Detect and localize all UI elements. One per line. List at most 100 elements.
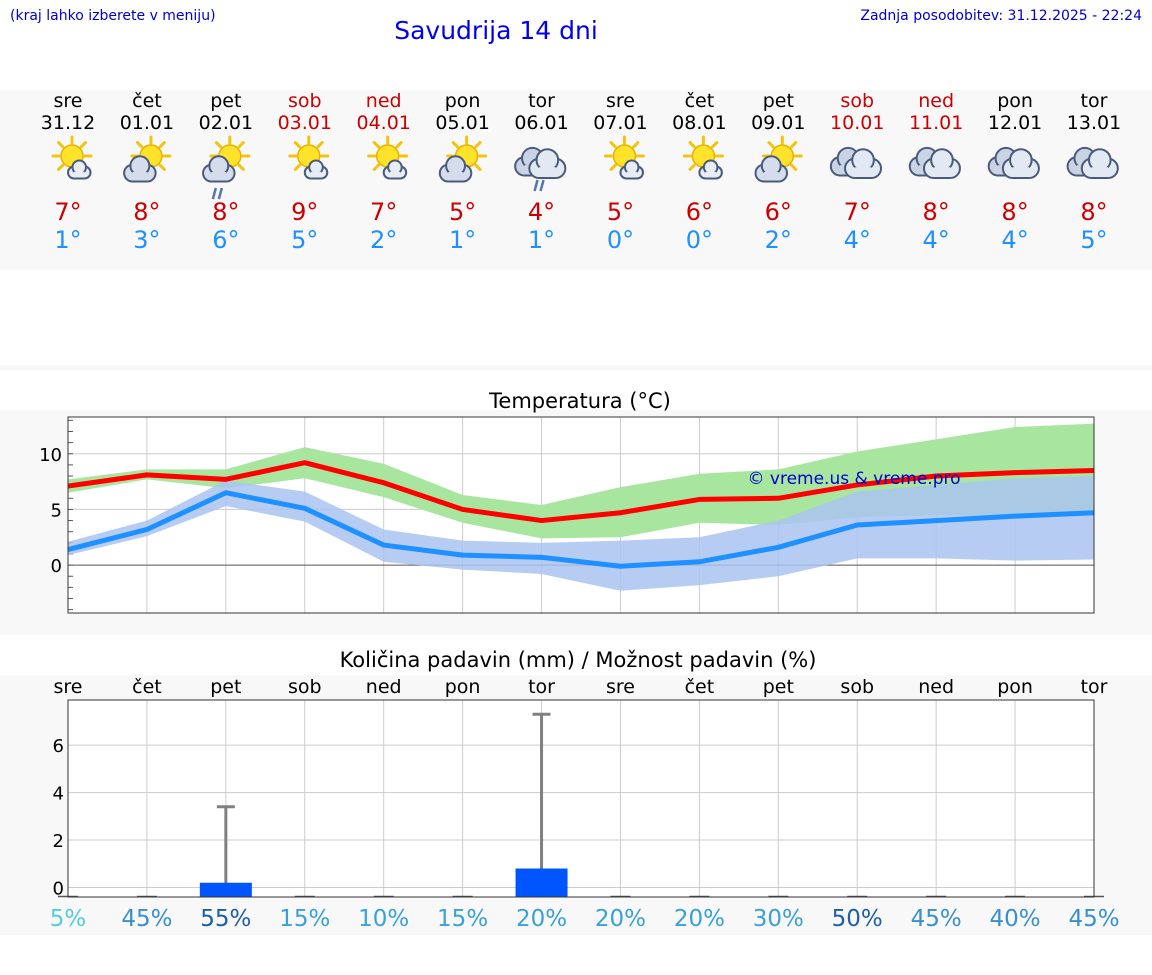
last-updated: Zadnja posodobitev: 31.12.2025 - 22:24 [860,8,1142,24]
temp-max: 7° [370,198,397,226]
day-date: 01.01 [120,112,174,134]
precip-day-label: čet [685,676,715,698]
day-date: 11.01 [909,112,963,134]
min-temp-band [68,476,1094,591]
cloudy-icon [829,146,883,180]
partly-sunny-icon [367,135,409,180]
sun-ray [474,141,482,149]
rain-drop [539,179,545,192]
sun-cloud-icon [754,135,803,183]
day-date: 13.01 [1067,112,1121,134]
temp-max: 8° [1080,198,1107,226]
temperature-title: Temperatura (°C) [488,389,671,413]
sun-ray [395,141,403,149]
precip-probability: 20% [516,906,567,932]
sun-ray [474,163,482,171]
cloud-shape [528,148,567,180]
sun-ray [293,141,302,149]
temp-max: 5° [607,198,634,226]
cloud-shape [1080,148,1119,180]
day-date: 07.01 [593,112,647,134]
temp-min: 0° [686,226,713,254]
day-name: ned [366,90,402,112]
temp-min: 5° [291,226,318,254]
sun-ray [711,141,719,149]
watermark-text: © vreme.us & vreme.pro [747,469,960,489]
day-date: 06.01 [514,112,568,134]
temp-max: 8° [923,198,950,226]
precip-probability: 45% [121,906,172,932]
sun-ray [293,163,302,171]
cloudy-icon [1066,146,1119,180]
temp-max: 7° [54,198,81,226]
day-name: ned [918,90,954,112]
y-tick-label: 0 [53,879,64,900]
precip-day-label: pet [210,676,241,698]
day-date: 05.01 [435,112,489,134]
menu-hint: (kraj lahko izberete v meniju) [10,8,216,24]
sun-ray [57,163,65,171]
precip-probability: 55% [200,906,251,932]
sun-ray [372,141,380,149]
temp-max: 8° [1001,198,1028,226]
day-name: pet [210,90,241,112]
day-name: sre [606,90,635,112]
precip-bar [515,868,568,897]
partly-sunny-icon [603,135,645,180]
sun-ray [237,141,245,149]
cloud-shape [1001,148,1040,180]
precipitation-plot-area [68,700,1094,897]
day-date: 12.01 [988,112,1042,134]
min-temp-line [67,490,1095,569]
temp-min: 4° [844,226,871,254]
partly-sunny-icon [288,135,330,180]
precip-probability: 30% [753,906,804,932]
temp-min: 6° [212,226,239,254]
cloud-shape [66,159,92,180]
temperature-plot-frame [67,416,1095,614]
temp-max: 6° [765,198,792,226]
precip-day-label: ned [366,676,402,698]
day-date: 04.01 [356,112,410,134]
max-temp-line [67,460,1095,524]
precip-probability: 50% [832,906,883,932]
temp-max: 4° [528,198,555,226]
precip-probability: 15% [279,906,330,932]
divider-strip [0,365,1152,370]
cloud-shape [382,159,408,180]
rain-drop [533,179,539,192]
sun-ray [688,163,696,171]
precip-day-label: tor [1081,676,1108,698]
sun-ray [57,141,65,149]
precip-probability: 5% [50,906,87,932]
sun-ray [609,163,617,171]
precip-day-label: čet [132,676,162,698]
sun-ray [609,141,617,149]
day-name: sob [288,90,322,112]
page-title: Savudrija 14 dni [394,16,598,45]
rain-drop [211,187,218,200]
sun-ray [632,141,640,149]
temp-min: 4° [923,226,950,254]
temp-min: 0° [607,226,634,254]
temp-min: 3° [133,226,160,254]
y-tick-label: 4 [53,784,64,805]
temp-min: 2° [765,226,792,254]
sun-ray [688,141,696,149]
sun-ray [158,163,166,171]
sun-ray [79,141,87,149]
sun-ray [451,141,459,149]
precip-day-label: pet [763,676,794,698]
cloud-shape [922,148,961,180]
temp-min: 4° [1001,226,1028,254]
precip-probability: 40% [990,906,1041,932]
sun-ray [158,141,166,149]
precip-day-label: sob [288,676,322,698]
temp-max: 7° [844,198,871,226]
y-tick-label: 10 [39,445,62,466]
day-name: tor [1081,90,1108,112]
precip-day-label: tor [528,676,555,698]
day-date: 03.01 [278,112,332,134]
cloud-shape [619,159,644,180]
precip-day-label: pon [997,676,1033,698]
